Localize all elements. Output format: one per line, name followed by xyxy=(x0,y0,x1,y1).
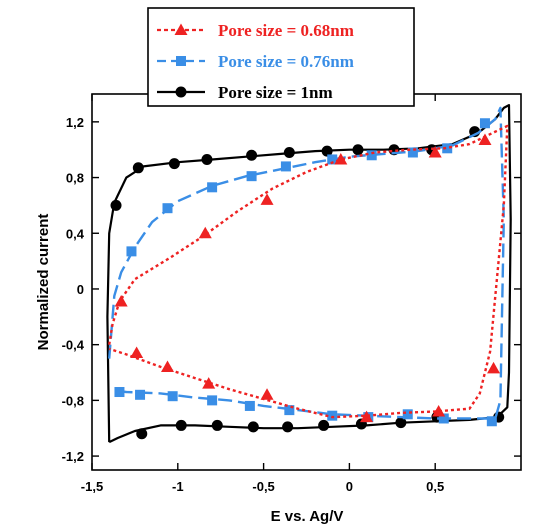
data-point-triangle xyxy=(360,410,374,423)
data-point-square xyxy=(280,161,291,172)
data-point-circle xyxy=(132,162,144,174)
data-point-triangle xyxy=(260,193,274,205)
data-point-square xyxy=(246,171,257,182)
series-layer xyxy=(106,103,512,444)
data-point-circle xyxy=(247,421,259,433)
data-point-triangle xyxy=(161,360,175,372)
legend-marker xyxy=(176,56,186,66)
data-point-circle xyxy=(246,149,258,161)
data-point-circle xyxy=(136,428,148,440)
y-tick-label: -1,2 xyxy=(62,449,84,464)
series-triangle xyxy=(108,124,509,423)
data-point-triangle xyxy=(428,145,442,158)
data-point-square xyxy=(244,400,255,411)
data-point-triangle xyxy=(202,377,216,389)
data-point-square xyxy=(207,182,218,193)
legend-box xyxy=(147,7,415,107)
data-point-triangle xyxy=(130,346,144,359)
data-point-triangle xyxy=(478,133,492,145)
data-point-circle xyxy=(282,421,294,433)
data-point-square xyxy=(162,203,173,214)
data-point-triangle xyxy=(198,226,212,239)
legend-label: Pore size = 0.68nm xyxy=(218,21,354,40)
plot-frame xyxy=(91,93,522,471)
data-point-square xyxy=(438,413,449,424)
data-point-triangle xyxy=(432,405,446,417)
y-tick-label: 0,8 xyxy=(66,171,84,186)
tick-labels: -1,5 -1 -0,5 0 0,5 -1,2 -0,8 -0,4 0 0,4 0,8 1,2 xyxy=(62,115,445,494)
series-square xyxy=(108,106,505,427)
legend-entry-circle: Pore size = 1nm xyxy=(157,83,333,102)
x-axis-title: E vs. Ag/V xyxy=(271,508,344,525)
legend-marker xyxy=(175,86,187,98)
y-tick-label: -0,8 xyxy=(62,393,84,408)
data-point-square xyxy=(442,143,453,154)
series-line-square xyxy=(108,106,505,420)
axis-ticks xyxy=(91,94,521,470)
data-point-circle xyxy=(110,199,122,211)
data-point-circle xyxy=(211,419,223,431)
data-point-square xyxy=(402,409,413,420)
data-point-square xyxy=(114,387,125,398)
x-tick-label: -0,5 xyxy=(252,479,274,494)
legend-entry-triangle: Pore size = 0.68nm xyxy=(157,21,354,40)
legend-entry-square: Pore size = 0.76nm xyxy=(157,52,354,71)
y-tick-label: 0,4 xyxy=(66,226,85,241)
data-point-circle xyxy=(168,158,180,170)
data-point-square xyxy=(284,405,295,416)
data-point-square xyxy=(479,118,490,129)
data-point-circle xyxy=(321,145,333,157)
data-point-circle xyxy=(352,144,364,156)
series-circle xyxy=(106,103,512,444)
data-point-square xyxy=(486,416,497,427)
data-point-triangle xyxy=(334,152,348,165)
series-line-triangle xyxy=(108,124,509,419)
data-point-square xyxy=(167,391,178,402)
data-point-square xyxy=(327,410,338,421)
data-point-circle xyxy=(395,417,407,429)
data-point-circle xyxy=(175,419,187,431)
y-tick-label: -0,4 xyxy=(62,338,85,353)
x-tick-label: -1,5 xyxy=(81,479,103,494)
data-point-square xyxy=(126,246,137,257)
x-tick-label: 0,5 xyxy=(426,479,444,494)
data-point-triangle xyxy=(114,294,128,307)
y-tick-label: 1,2 xyxy=(66,115,84,130)
legend: Pore size = 0.68nm Pore size = 0.76nm Pore… xyxy=(147,7,415,107)
legend-marker xyxy=(174,23,188,35)
data-point-circle xyxy=(201,153,213,165)
data-point-square xyxy=(135,389,146,400)
data-point-square xyxy=(407,147,418,158)
y-tick-label: 0 xyxy=(77,282,84,297)
data-point-square xyxy=(327,154,338,165)
data-point-triangle xyxy=(487,361,501,374)
legend-label: Pore size = 1nm xyxy=(218,83,333,102)
data-point-square xyxy=(366,150,377,161)
data-point-circle xyxy=(318,419,330,431)
data-point-circle xyxy=(283,146,295,158)
data-point-triangle xyxy=(260,388,274,400)
y-axis-title: Normalized current xyxy=(35,214,52,351)
legend-label: Pore size = 0.76nm xyxy=(218,52,354,71)
data-point-square xyxy=(207,395,218,406)
x-tick-label: 0 xyxy=(346,479,353,494)
x-tick-label: -1 xyxy=(172,479,184,494)
